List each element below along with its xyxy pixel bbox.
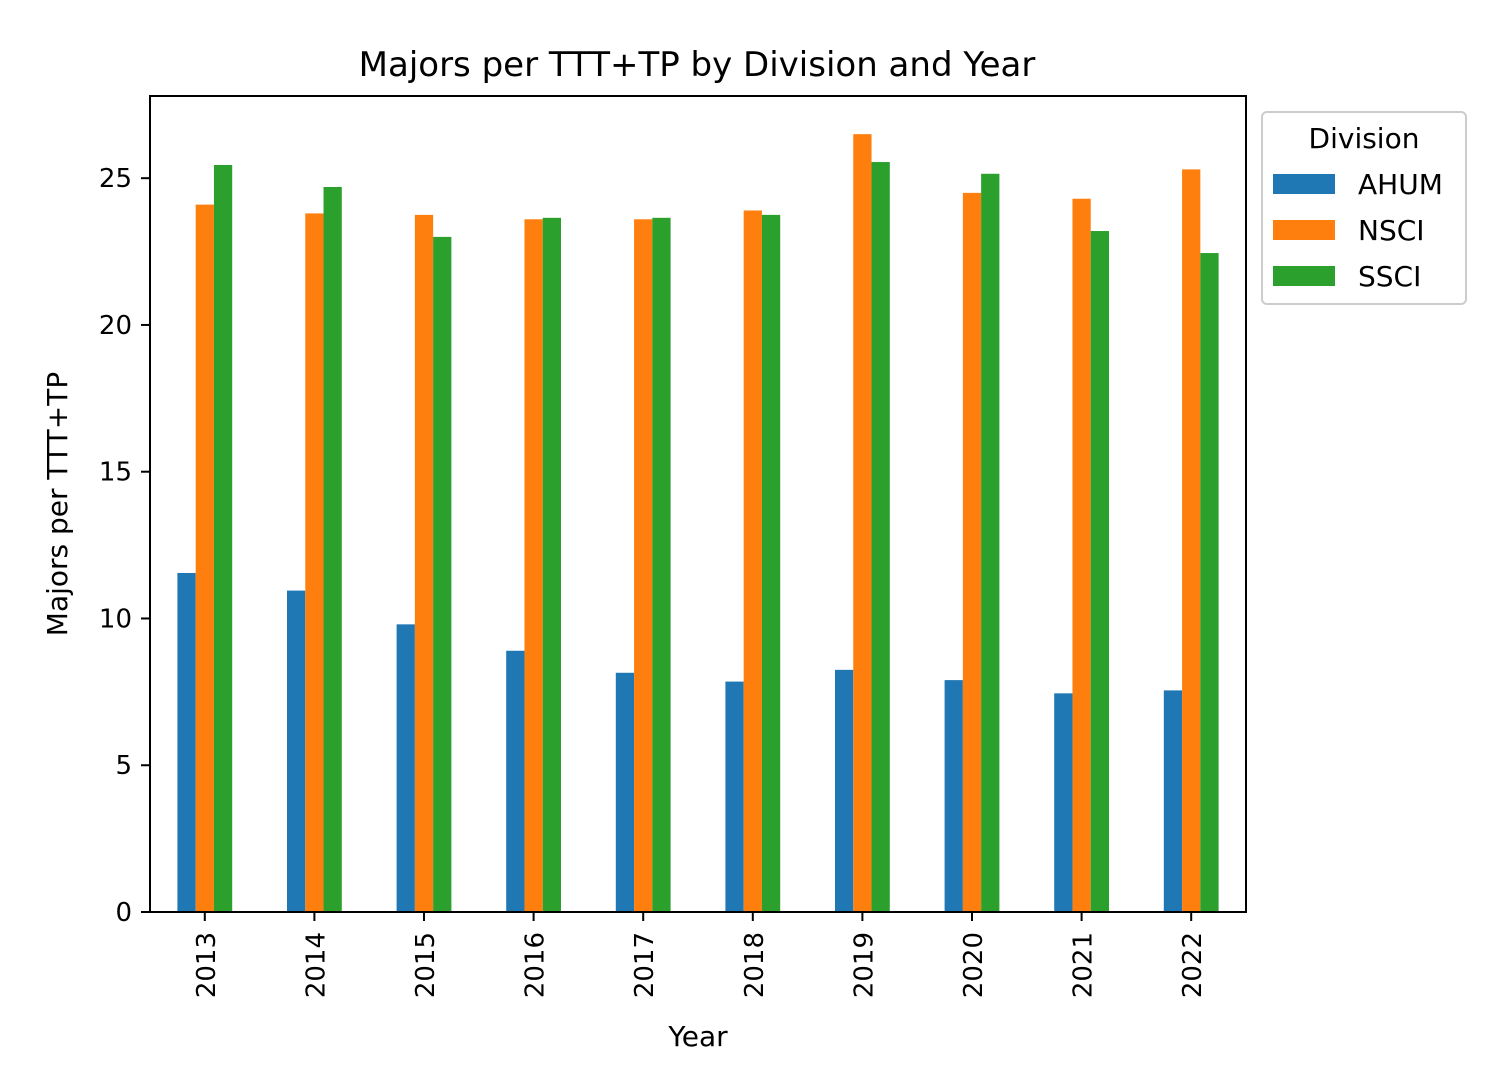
legend-items: AHUM NSCI SSCI bbox=[1273, 168, 1443, 293]
legend-swatch-ssci bbox=[1273, 266, 1335, 286]
x-tick-label: 2020 bbox=[959, 932, 989, 998]
x-tick-label: 2017 bbox=[630, 932, 660, 998]
bar-ahum-2021 bbox=[1054, 693, 1073, 912]
bar-ssci-2022 bbox=[1200, 253, 1219, 913]
legend-label-ssci: SSCI bbox=[1358, 260, 1421, 293]
y-tick-label: 25 bbox=[99, 164, 132, 194]
bar-ahum-2019 bbox=[835, 669, 854, 912]
y-axis-ticks: 0 5 10 15 20 25 bbox=[99, 164, 150, 928]
bar-ahum-2013 bbox=[177, 572, 196, 912]
bars-layer bbox=[177, 134, 1219, 913]
legend: Division AHUM NSCI SSCI bbox=[1261, 111, 1467, 305]
legend-label-nsci: NSCI bbox=[1358, 214, 1425, 247]
bar-ssci-2018 bbox=[761, 214, 781, 913]
bar-nsci-2014 bbox=[305, 213, 324, 913]
bar-nsci-2020 bbox=[962, 192, 982, 913]
x-tick-label: 2018 bbox=[740, 932, 770, 998]
legend-box bbox=[1261, 111, 1467, 305]
bar-nsci-2019 bbox=[853, 134, 872, 913]
bar-ssci-2019 bbox=[871, 162, 890, 913]
x-tick-label: 2021 bbox=[1069, 932, 1099, 998]
x-tick-label: 2016 bbox=[521, 932, 551, 998]
bar-nsci-2021 bbox=[1072, 198, 1091, 912]
bar-nsci-2016 bbox=[524, 219, 543, 912]
x-axis-label: Year bbox=[667, 1020, 728, 1053]
chart-title: Majors per TTT+TP by Division and Year bbox=[359, 45, 1036, 85]
plot-frame bbox=[149, 95, 1247, 913]
bar-ahum-2022 bbox=[1163, 690, 1183, 912]
x-tick-label: 2015 bbox=[411, 932, 441, 998]
bar-nsci-2013 bbox=[195, 204, 214, 912]
y-tick-label: 10 bbox=[99, 604, 132, 634]
bar-ahum-2018 bbox=[725, 681, 744, 912]
bar-ssci-2013 bbox=[213, 164, 233, 913]
legend-title: Division bbox=[1309, 122, 1420, 155]
bar-ahum-2016 bbox=[506, 650, 525, 912]
bar-nsci-2015 bbox=[414, 214, 434, 913]
x-tick-label: 2014 bbox=[301, 932, 331, 998]
bar-ssci-2020 bbox=[981, 173, 1000, 912]
y-tick-label: 15 bbox=[99, 458, 132, 488]
bar-nsci-2018 bbox=[743, 210, 762, 912]
y-tick-label: 20 bbox=[99, 311, 132, 341]
x-axis-ticks: 2013 2014 2015 2016 2017 2018 2019 2020 2021 2022 bbox=[192, 912, 1208, 998]
y-tick-label: 0 bbox=[115, 898, 132, 928]
bar-ahum-2017 bbox=[615, 672, 635, 912]
y-axis-label: Majors per TTT+TP bbox=[41, 372, 74, 636]
x-tick-label: 2013 bbox=[192, 932, 222, 998]
bar-ahum-2014 bbox=[287, 590, 306, 912]
x-tick-label: 2022 bbox=[1178, 932, 1208, 998]
legend-label-ahum: AHUM bbox=[1358, 168, 1443, 201]
bar-nsci-2017 bbox=[634, 219, 653, 912]
legend-swatch-nsci bbox=[1273, 220, 1335, 240]
x-tick-label: 2019 bbox=[849, 932, 879, 998]
bar-ssci-2014 bbox=[323, 186, 342, 913]
bar-ahum-2015 bbox=[396, 624, 415, 912]
bar-ssci-2015 bbox=[433, 236, 452, 912]
bar-ssci-2016 bbox=[542, 217, 561, 913]
bar-nsci-2022 bbox=[1182, 169, 1201, 913]
bar-ssci-2017 bbox=[652, 217, 671, 913]
y-tick-label: 5 bbox=[115, 751, 132, 781]
bar-ssci-2021 bbox=[1090, 231, 1109, 912]
legend-swatch-ahum bbox=[1273, 174, 1335, 194]
bar-ahum-2020 bbox=[944, 680, 963, 912]
